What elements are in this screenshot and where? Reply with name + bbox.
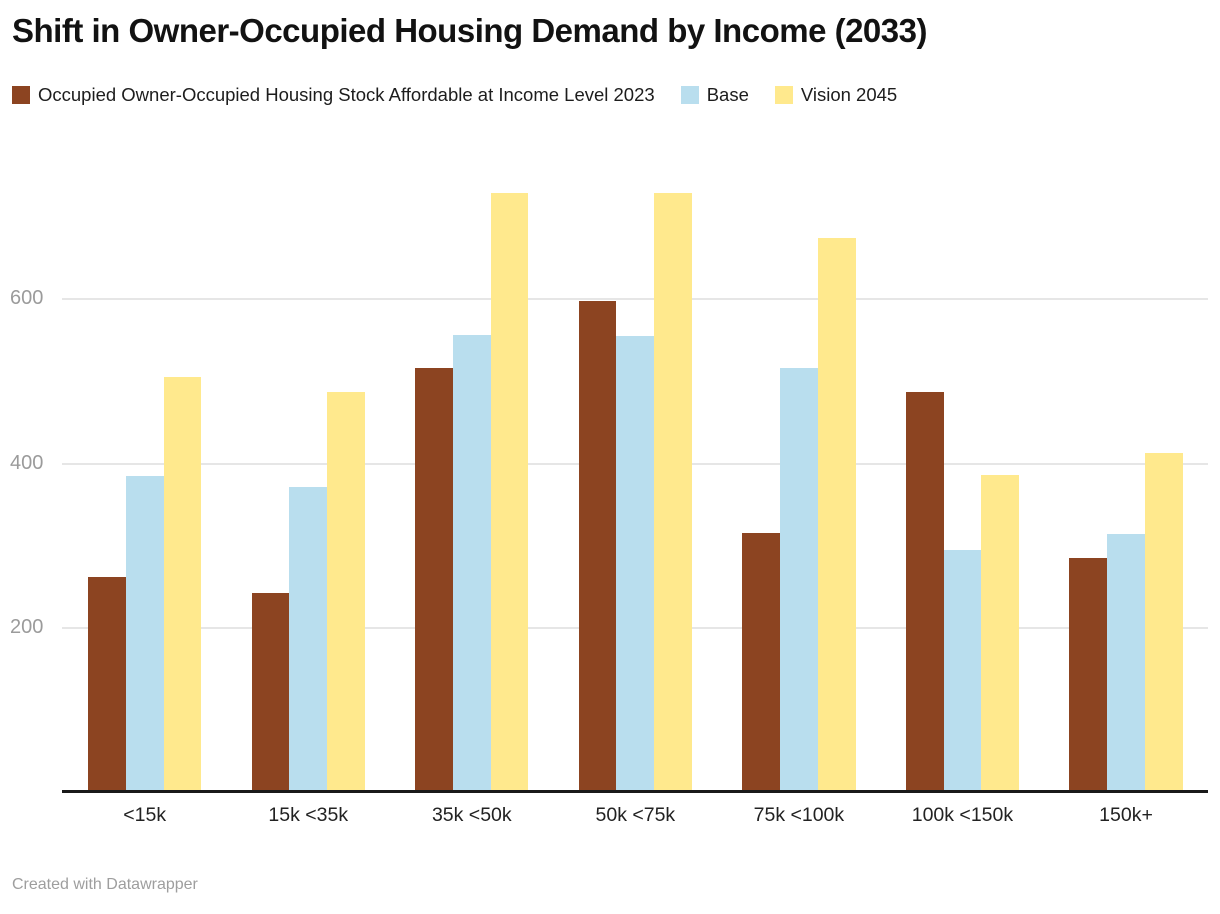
bar-base-35k-50k bbox=[452, 334, 491, 792]
bar-vision-2045-15k-35k bbox=[327, 392, 365, 792]
x-axis-label-15k: <15k bbox=[123, 804, 167, 826]
bar-base-15k-35k bbox=[289, 487, 328, 792]
bar-base-75k-100k bbox=[780, 368, 818, 792]
legend-swatch-vision-2045 bbox=[774, 86, 793, 104]
gridline-600 bbox=[62, 298, 1208, 301]
bar-base-100k-150k bbox=[943, 549, 982, 792]
bar-base-15k bbox=[125, 475, 164, 792]
y-tick-label-200: 200 bbox=[10, 615, 44, 638]
legend-item-vision-2045: Vision 2045 bbox=[774, 84, 898, 106]
bar-2023-stock-35k-50k bbox=[415, 368, 453, 792]
bar-2023-stock-100k-150k bbox=[905, 392, 944, 792]
x-axis-label-75k-100k: 75k <100k bbox=[753, 804, 845, 826]
bar-vision-2045-100k-150k bbox=[981, 475, 1020, 792]
x-axis-label-100k-150k: 100k <150k bbox=[911, 804, 1014, 826]
bar-2023-stock-75k-100k bbox=[742, 533, 780, 792]
bar-vision-2045-75k-100k bbox=[817, 237, 856, 792]
legend-label-base: Base bbox=[706, 84, 749, 105]
x-axis-label-50k-75k: 50k <75k bbox=[595, 804, 676, 826]
chart-title: Shift in Owner-Occupied Housing Demand b… bbox=[12, 12, 927, 49]
bar-2023-stock-15k-35k bbox=[251, 593, 290, 792]
bar-vision-2045-50k-75k bbox=[654, 192, 693, 792]
bar-2023-stock-50k-75k bbox=[578, 300, 617, 792]
bar-base-50k-75k bbox=[616, 336, 655, 792]
bar-vision-2045-15k bbox=[163, 377, 202, 792]
datawrapper-credit-link[interactable]: Created with Datawrapper bbox=[12, 876, 198, 893]
legend-item-stock-2023: Occupied Owner-Occupied Housing Stock Af… bbox=[12, 84, 655, 106]
x-axis-label-35k-50k: 35k <50k bbox=[431, 804, 512, 826]
bar-vision-2045-150k bbox=[1144, 452, 1183, 792]
legend-swatch-base bbox=[680, 86, 699, 104]
legend-item-base: Base bbox=[680, 84, 749, 106]
x-axis-label-15k-35k: 15k <35k bbox=[268, 804, 349, 826]
legend: Occupied Owner-Occupied Housing Stock Af… bbox=[12, 84, 897, 106]
x-axis-line bbox=[62, 790, 1208, 793]
legend-label-stock-2023: Occupied Owner-Occupied Housing Stock Af… bbox=[38, 84, 655, 105]
bar-2023-stock-15k bbox=[88, 576, 126, 792]
bar-2023-stock-150k bbox=[1069, 557, 1108, 792]
legend-swatch-stock-2023 bbox=[12, 86, 30, 104]
bar-vision-2045-35k-50k bbox=[490, 192, 529, 792]
x-axis-label-150k: 150k+ bbox=[1099, 804, 1153, 826]
legend-label-vision-2045: Vision 2045 bbox=[800, 84, 898, 105]
y-tick-label-400: 400 bbox=[10, 451, 44, 474]
y-tick-label-600: 600 bbox=[10, 287, 44, 310]
bar-base-150k bbox=[1107, 534, 1145, 792]
